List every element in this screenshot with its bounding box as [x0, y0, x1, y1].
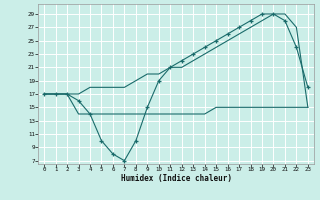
X-axis label: Humidex (Indice chaleur): Humidex (Indice chaleur) [121, 174, 231, 183]
